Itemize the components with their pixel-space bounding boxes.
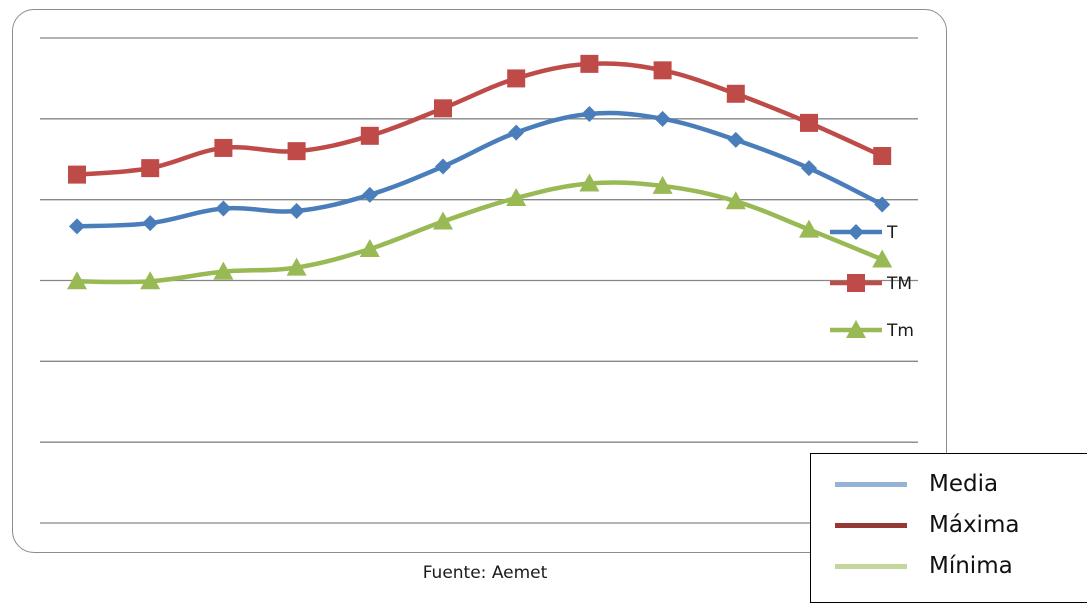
series-line-tm <box>74 180 885 285</box>
data-point-t-5 <box>361 186 378 203</box>
legend-swatch-minima <box>835 563 907 569</box>
legend-marker-t <box>848 224 864 240</box>
data-point-tm-4 <box>287 142 306 161</box>
data-point-t-12 <box>874 196 891 213</box>
data-point-tm-3 <box>213 261 234 280</box>
data-point-tm-10 <box>726 84 745 103</box>
source-note: Fuente: Aemet <box>422 563 548 583</box>
data-point-tm-5 <box>359 238 380 257</box>
data-point-tm-1 <box>67 271 87 290</box>
legend-swatch-maxima <box>835 522 907 528</box>
data-point-tm-6 <box>433 211 453 230</box>
data-point-tm-4 <box>286 257 307 276</box>
data-point-t-10 <box>727 131 744 148</box>
data-point-t-3 <box>215 200 232 217</box>
data-point-tm-9 <box>652 175 673 194</box>
data-point-tm-11 <box>799 219 819 238</box>
legend-label-minima: Mínima <box>929 553 1013 579</box>
data-point-t-1 <box>69 218 85 235</box>
legend-label-t: T <box>886 223 898 243</box>
data-point-t-11 <box>801 160 817 177</box>
data-point-tm-10 <box>725 191 746 210</box>
legend-label-tm: Tm <box>886 321 914 341</box>
data-point-tm-3 <box>214 138 233 157</box>
legend-label-media: Media <box>929 471 999 497</box>
legend-swatch-media <box>835 481 907 487</box>
chart-legend: T TM Tm <box>830 223 914 341</box>
data-point-tm-1 <box>68 165 86 184</box>
data-point-tm-7 <box>507 69 526 88</box>
series-layer <box>74 61 885 285</box>
outer-legend-item-media: Media <box>835 469 998 499</box>
legend-label-tm: TM <box>886 274 912 294</box>
data-point-tm-7 <box>506 188 527 207</box>
data-point-tm-5 <box>360 126 379 145</box>
data-point-t-7 <box>508 124 525 141</box>
data-point-tm-6 <box>434 99 452 118</box>
data-point-t-6 <box>435 158 451 175</box>
data-point-tm-9 <box>653 61 672 80</box>
data-point-tm-2 <box>140 271 161 290</box>
legend-marker-tm <box>847 274 865 292</box>
legend-marker-tm <box>846 320 866 338</box>
data-point-tm-2 <box>141 159 160 178</box>
marker-layer <box>67 54 893 290</box>
data-point-t-2 <box>142 215 159 232</box>
data-point-t-9 <box>654 110 671 127</box>
data-point-t-8 <box>581 105 598 122</box>
data-point-tm-12 <box>872 249 893 268</box>
data-point-tm-12 <box>873 147 892 166</box>
gridlines <box>40 37 918 524</box>
outer-legend-item-maxima: Máxima <box>835 510 1019 540</box>
outer-legend-item-minima: Mínima <box>835 551 1013 581</box>
data-point-t-4 <box>288 202 305 219</box>
data-point-tm-8 <box>580 54 599 73</box>
legend-label-maxima: Máxima <box>929 512 1020 538</box>
data-point-tm-8 <box>579 173 600 192</box>
outer-legend-box: Media Máxima Mínima <box>810 453 1087 603</box>
data-point-tm-11 <box>800 113 818 132</box>
